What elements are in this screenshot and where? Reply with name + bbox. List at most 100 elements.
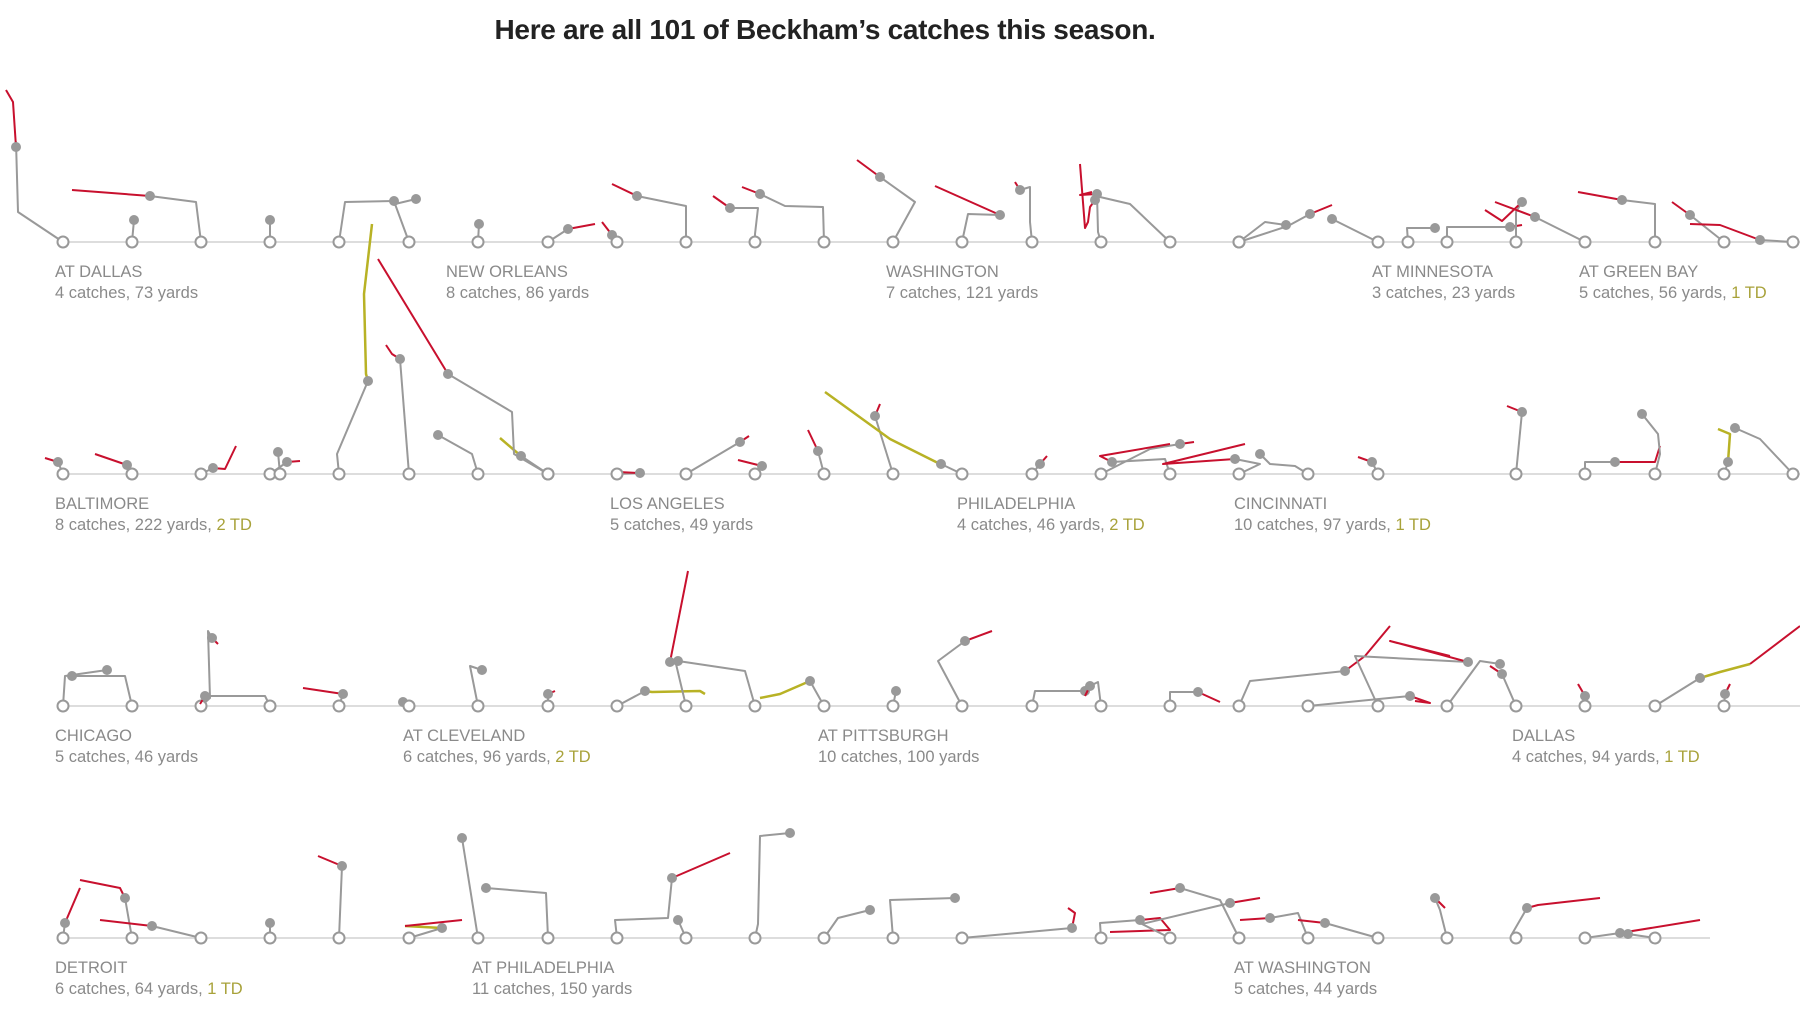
game-touchdowns: 1 TD: [1664, 748, 1700, 766]
catch-point: [1617, 195, 1627, 205]
snap-point: [1025, 235, 1039, 249]
snap-point: [955, 467, 969, 481]
game-opponent: AT PITTSBURGH: [818, 727, 949, 745]
catch-point: [757, 461, 767, 471]
game-label: AT PHILADELPHIA 11 catches, 150 yards: [472, 958, 632, 1000]
game-stats: 4 catches, 73 yards: [55, 283, 198, 304]
game-catches-yards: 5 catches, 46 yards: [55, 748, 199, 766]
snap-point: [679, 699, 693, 713]
game-catches-yards: 6 catches, 64 yards,: [55, 980, 208, 998]
catch-point: [1405, 691, 1415, 701]
catch-point: [273, 447, 283, 457]
catch-point: [1517, 407, 1527, 417]
after-catch-run: [1109, 917, 1171, 933]
snap-point: [471, 467, 485, 481]
route-line: [889, 897, 956, 939]
after-catch-run: [99, 919, 153, 927]
catch-point: [395, 354, 405, 364]
game-stats: 6 catches, 96 yards, 2 TD: [403, 747, 591, 768]
route-line: [1331, 218, 1379, 243]
catch-point: [1320, 918, 1330, 928]
game-label: AT CLEVELAND 6 catches, 96 yards, 2 TD: [403, 726, 591, 768]
snap-point: [1509, 467, 1523, 481]
catch-point: [665, 657, 675, 667]
route-line: [1621, 199, 1656, 242]
route-line: [1654, 677, 1701, 707]
catch-point: [207, 633, 217, 643]
game-touchdowns: 1 TD: [207, 980, 243, 998]
snap-point: [332, 467, 346, 481]
snap-point: [1648, 699, 1662, 713]
snap-point: [1232, 467, 1246, 481]
after-catch-run: [1067, 907, 1076, 929]
after-catch-run: [934, 185, 1001, 216]
route-line: [485, 887, 549, 939]
game-stats: 5 catches, 49 yards: [610, 515, 753, 536]
snap-point: [886, 931, 900, 945]
snap-point: [748, 931, 762, 945]
game-stats: 8 catches, 86 yards: [446, 283, 589, 304]
after-catch-run: [1619, 919, 1701, 934]
catch-point: [1225, 898, 1235, 908]
snap-point: [125, 931, 139, 945]
catch-point: [1305, 209, 1315, 219]
catch-point: [389, 196, 399, 206]
route-line: [1031, 690, 1085, 707]
game-stats: 4 catches, 46 yards, 2 TD: [957, 515, 1145, 536]
snap-point: [263, 235, 277, 249]
after-catch-run: [1344, 625, 1391, 672]
snap-point: [1786, 467, 1800, 481]
snap-point: [610, 467, 624, 481]
snap-point: [194, 235, 208, 249]
route-line: [62, 669, 108, 707]
snap-point: [194, 467, 208, 481]
catch-point: [474, 219, 484, 229]
game-label: BALTIMORE 8 catches, 222 yards, 2 TD: [55, 494, 252, 536]
catch-point: [282, 457, 292, 467]
snap-point: [1509, 235, 1523, 249]
catch-point: [363, 376, 373, 386]
snap-point: [1163, 699, 1177, 713]
game-label: AT PITTSBURGH 10 catches, 100 yards: [818, 726, 979, 768]
catch-point: [1720, 689, 1730, 699]
snap-point: [886, 699, 900, 713]
after-catch-run: [1079, 191, 1098, 196]
after-catch-run: [1494, 201, 1536, 218]
snap-point: [56, 931, 70, 945]
game-catches-yards: 8 catches, 86 yards: [446, 284, 590, 302]
snap-point: [748, 235, 762, 249]
snap-point: [1648, 235, 1662, 249]
game-catches-yards: 5 catches, 49 yards: [610, 516, 754, 534]
catch-point: [1367, 457, 1377, 467]
snap-point: [1232, 931, 1246, 945]
catch-point: [1517, 197, 1527, 207]
catch-point: [1175, 439, 1185, 449]
snap-point: [1717, 699, 1731, 713]
route-line: [1324, 922, 1379, 939]
after-catch-run: [64, 887, 81, 924]
snap-point: [610, 931, 624, 945]
snap-point: [402, 235, 416, 249]
game-opponent: AT WASHINGTON: [1234, 959, 1371, 977]
snap-point: [1094, 235, 1108, 249]
snap-point: [194, 699, 208, 713]
game-opponent: AT PHILADELPHIA: [472, 959, 615, 977]
game-label: WASHINGTON 7 catches, 121 yards: [886, 262, 1038, 304]
catch-point: [145, 191, 155, 201]
snap-point: [125, 235, 139, 249]
after-catch-run: [1239, 917, 1271, 921]
catch-point: [875, 172, 885, 182]
snap-point: [1648, 931, 1662, 945]
catch-point: [995, 210, 1005, 220]
game-catches-yards: 11 catches, 150 yards: [472, 980, 633, 998]
snap-point: [1648, 467, 1662, 481]
game-stats: 6 catches, 64 yards, 1 TD: [55, 979, 243, 1000]
route-line: [338, 865, 343, 939]
game-opponent: AT GREEN BAY: [1579, 263, 1699, 281]
touchdown-run: [1699, 662, 1751, 680]
after-catch-run: [671, 852, 731, 879]
route-line: [1354, 655, 1469, 707]
catch-point: [1265, 913, 1275, 923]
catch-point: [1723, 457, 1733, 467]
game-stats: 5 catches, 44 yards: [1234, 979, 1377, 1000]
